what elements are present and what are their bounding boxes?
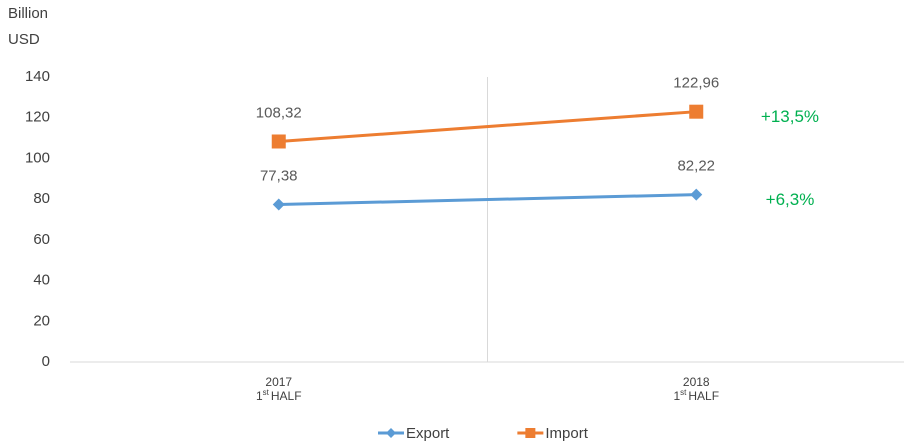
marker [689,104,704,119]
period-text: HALF [271,389,302,403]
legend-item: Import [517,425,589,442]
marker [271,134,286,149]
y-tick-label: 140 [25,68,50,85]
y-tick-label: 40 [33,272,50,289]
y-tick-label: 60 [33,231,50,248]
annotation: +6,3% [766,190,815,209]
x-tick-sublabel: 1st HALF [673,388,719,403]
series-line [278,193,697,206]
x-tick-label: 2017 [265,375,292,389]
marker [690,188,703,201]
period-suffix: st [680,388,687,397]
data-label: 82,22 [677,158,715,175]
x-tick-sublabel: 1st HALF [256,388,302,403]
series-line [278,110,697,143]
legend-marker [525,428,536,438]
period-suffix: st [263,388,270,397]
legend-marker [386,428,396,438]
data-label: 122,96 [673,75,719,92]
legend-label: Export [406,425,450,442]
annotation: +13,5% [761,107,819,126]
legend-item: Export [378,425,450,442]
y-tick-label: 20 [33,312,50,329]
y-tick-label: 80 [33,190,50,207]
y-axis-label: USD [8,31,40,48]
x-tick-label: 2018 [683,375,710,389]
period-text: HALF [688,389,719,403]
y-tick-label: 100 [25,149,50,166]
period-ordinal: 1 [256,389,263,403]
y-tick-label: 120 [25,109,50,126]
period-ordinal: 1 [673,389,680,403]
data-label: 108,32 [256,104,302,121]
marker [272,198,285,211]
data-label: 77,38 [260,167,298,184]
y-tick-label: 0 [42,353,50,370]
legend-label: Import [545,425,588,442]
y-axis-label: Billion [8,5,48,22]
